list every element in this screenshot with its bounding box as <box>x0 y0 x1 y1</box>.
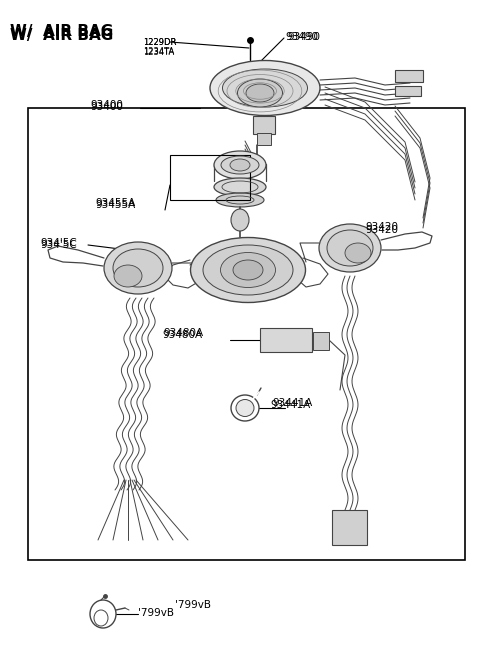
Text: 93490: 93490 <box>285 32 318 42</box>
Ellipse shape <box>327 230 373 266</box>
Ellipse shape <box>223 69 308 107</box>
Text: 1229DR: 1229DR <box>143 38 176 47</box>
Ellipse shape <box>319 224 381 272</box>
Ellipse shape <box>231 209 249 231</box>
Ellipse shape <box>230 159 250 171</box>
Text: 934'5C: 934'5C <box>40 238 77 248</box>
Bar <box>28 108 465 560</box>
Text: 93420: 93420 <box>365 222 398 232</box>
Bar <box>395 86 421 96</box>
Bar <box>253 116 275 134</box>
Ellipse shape <box>214 151 266 179</box>
Text: 93455A: 93455A <box>95 200 135 210</box>
Bar <box>170 155 250 200</box>
Ellipse shape <box>191 237 305 302</box>
Ellipse shape <box>104 242 172 294</box>
Ellipse shape <box>214 178 266 196</box>
Text: W/  AIR BAG: W/ AIR BAG <box>10 28 113 43</box>
Ellipse shape <box>216 193 264 207</box>
Ellipse shape <box>233 260 263 280</box>
Ellipse shape <box>345 243 371 263</box>
Text: 93400: 93400 <box>90 102 123 112</box>
Text: 93420: 93420 <box>365 225 398 235</box>
Text: 93490: 93490 <box>287 32 320 42</box>
Bar <box>257 133 271 145</box>
Text: W/  AIR BAG: W/ AIR BAG <box>10 24 113 39</box>
Ellipse shape <box>203 245 293 295</box>
Text: 93480A: 93480A <box>163 328 203 338</box>
Text: 93480A: 93480A <box>162 330 202 340</box>
Text: '799vB: '799vB <box>175 600 211 610</box>
Bar <box>332 510 367 545</box>
Text: '799vB: '799vB <box>138 608 174 618</box>
Ellipse shape <box>114 265 142 287</box>
Ellipse shape <box>246 84 274 102</box>
Bar <box>260 328 312 352</box>
Text: 93441A: 93441A <box>270 400 310 410</box>
Text: 93455A: 93455A <box>95 198 135 208</box>
Text: 1234TA: 1234TA <box>143 47 174 56</box>
Ellipse shape <box>221 156 259 174</box>
Text: 1234TA: 1234TA <box>143 48 174 57</box>
Ellipse shape <box>238 79 283 107</box>
Ellipse shape <box>220 252 276 288</box>
Bar <box>395 70 423 82</box>
Text: 934'5C: 934'5C <box>40 240 77 250</box>
Text: 93400: 93400 <box>90 100 123 110</box>
Ellipse shape <box>236 399 254 417</box>
Text: 93441A: 93441A <box>272 398 312 408</box>
Ellipse shape <box>113 249 163 287</box>
Ellipse shape <box>210 60 320 116</box>
Text: 1229DR: 1229DR <box>143 38 176 47</box>
Bar <box>313 332 329 350</box>
